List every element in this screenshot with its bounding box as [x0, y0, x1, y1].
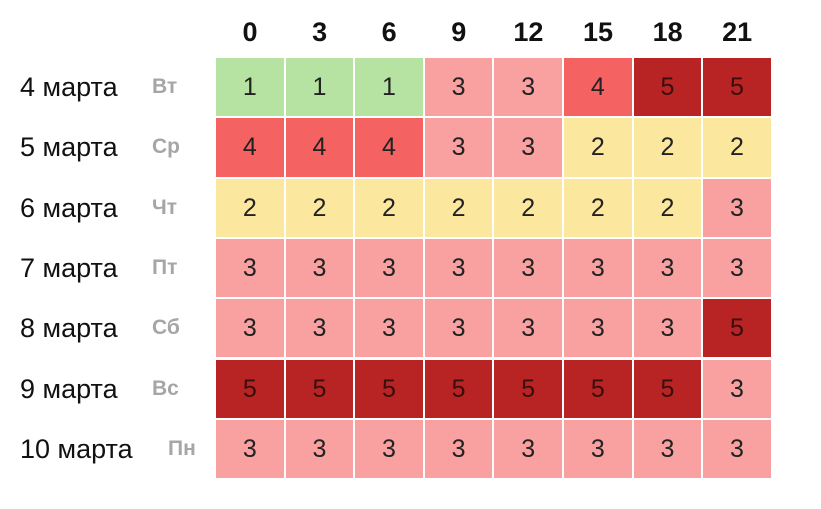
- heatmap-cell: 3: [632, 298, 703, 359]
- row-weekday: Вс: [152, 376, 179, 400]
- heatmap-cell: 3: [702, 237, 772, 299]
- heatmap-cell: 5: [354, 358, 424, 419]
- heatmap-cell: 2: [493, 177, 563, 238]
- heatmap-cell: 3: [284, 418, 355, 480]
- heatmap-cell: 2: [702, 117, 772, 178]
- heatmap-cell: 3: [215, 418, 285, 480]
- heatmap-cell: 3: [563, 418, 633, 480]
- heatmap-cell: 1: [284, 57, 355, 118]
- row-date: 9 марта: [20, 373, 118, 404]
- heatmap-cell: 3: [632, 418, 703, 480]
- column-header-18: 18: [652, 17, 683, 47]
- heatmap-cell: 2: [632, 177, 703, 238]
- row-weekday: Пн: [168, 436, 196, 460]
- column-header-0: 0: [242, 17, 258, 47]
- row-label: 4 марта Вт: [0, 57, 215, 117]
- heatmap-cell: 3: [215, 298, 285, 359]
- heatmap-cell: 5: [215, 358, 285, 419]
- row-weekday: Ср: [152, 135, 180, 159]
- heatmap-cell: 3: [284, 298, 355, 359]
- heatmap-cell: 4: [354, 117, 424, 178]
- heatmap-cell: 3: [632, 237, 703, 299]
- heatmap-cell: 5: [563, 358, 633, 419]
- heatmap-cell: 2: [284, 177, 355, 238]
- heatmap-cell: 3: [493, 57, 563, 118]
- heatmap-cell: 3: [702, 418, 772, 480]
- heatmap-cell: 3: [284, 237, 355, 299]
- heatmap-cell: 3: [423, 117, 494, 178]
- row-label: 5 марта Ср: [0, 117, 215, 177]
- row-weekday: Пт: [152, 255, 178, 279]
- row-date: 8 марта: [20, 313, 118, 344]
- heatmap-cell: 4: [215, 117, 285, 178]
- heatmap-cell: 4: [284, 117, 355, 178]
- heatmap-cell: 5: [493, 358, 563, 419]
- column-header-3: 3: [312, 17, 328, 47]
- row-date: 6 марта: [20, 192, 118, 223]
- heatmap-cell: 3: [493, 298, 563, 359]
- column-header-15: 15: [582, 17, 614, 47]
- column-header-12: 12: [513, 17, 544, 47]
- heatmap-cell: 3: [215, 237, 285, 299]
- heatmap-cell: 3: [702, 177, 772, 238]
- heatmap-cell: 4: [563, 57, 633, 118]
- heatmap-cell: 3: [354, 237, 424, 299]
- row-label: 7 марта Пт: [0, 238, 215, 298]
- heatmap-cell: 5: [702, 298, 772, 359]
- row-label: 6 марта Чт: [0, 178, 215, 238]
- row-label: 10 марта Пн: [0, 419, 215, 479]
- heatmap-cell: 3: [702, 358, 772, 419]
- heatmap-cell: 5: [632, 57, 703, 118]
- heatmap-cell: 3: [493, 418, 563, 480]
- column-header-9: 9: [451, 17, 467, 47]
- heatmap-cell: 3: [354, 298, 424, 359]
- heatmap-cell: 5: [284, 358, 355, 419]
- heatmap-cell: 3: [354, 418, 424, 480]
- row-weekday: Чт: [152, 195, 178, 219]
- heatmap-cell: 1: [354, 57, 424, 118]
- heatmap-cell: 2: [563, 177, 633, 238]
- heatmap-cell: 2: [632, 117, 703, 178]
- heatmap-cell: 2: [423, 177, 494, 238]
- heatmap-cell: 3: [493, 117, 563, 178]
- column-header-6: 6: [381, 17, 397, 47]
- heatmap-cell: 5: [423, 358, 494, 419]
- row-date: 10 марта: [20, 433, 133, 464]
- column-header-21: 21: [722, 17, 753, 47]
- heatmap-cell: 3: [493, 237, 563, 299]
- heatmap-cell: 3: [423, 57, 494, 118]
- heatmap-cell: 3: [563, 237, 633, 299]
- row-weekday: Вт: [152, 75, 178, 98]
- row-date: 5 марта: [20, 132, 118, 163]
- heatmap-cell: 3: [563, 298, 633, 359]
- heatmap-cell: 3: [423, 298, 494, 359]
- row-date: 4 марта: [20, 72, 118, 102]
- heatmap-cell: 2: [563, 117, 633, 178]
- heatmap-cell: 2: [354, 177, 424, 238]
- row-label: 8 марта Сб: [0, 298, 215, 358]
- heatmap-cell: 3: [423, 418, 494, 480]
- heatmap-cell: 5: [702, 57, 772, 118]
- row-weekday: Сб: [152, 316, 180, 340]
- heatmap-cell: 2: [215, 177, 285, 238]
- heatmap-cell: 5: [632, 358, 703, 419]
- row-date: 7 марта: [20, 252, 118, 283]
- heatmap-cell: 3: [423, 237, 494, 299]
- row-label: 9 марта Вс: [0, 359, 215, 419]
- heatmap-cell: 1: [215, 57, 285, 118]
